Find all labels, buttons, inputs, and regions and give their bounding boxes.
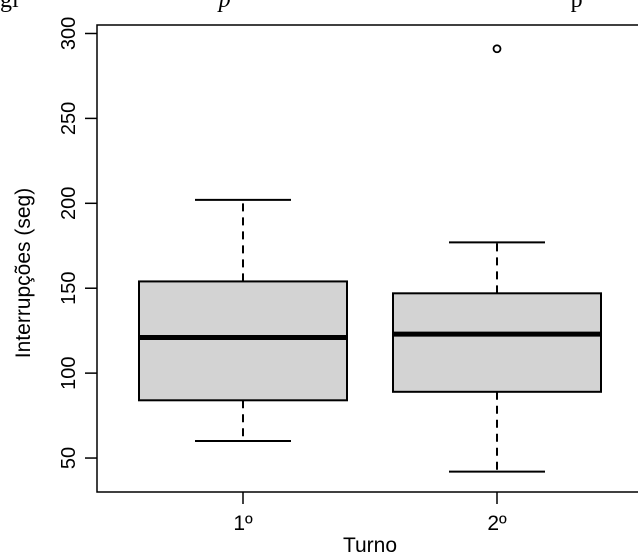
caption-fragment-part2: p (218, 0, 231, 13)
y-tick-label: 250 (58, 102, 80, 135)
caption-fragment-part1: gi (0, 0, 19, 13)
outlier-point (492, 44, 502, 54)
y-axis-label: Interrupções (seg) (12, 188, 35, 358)
plot-axes: 50 100 150 200 250 300 1º 2º (58, 17, 638, 535)
y-tick-label: 50 (58, 447, 80, 469)
plot-frame (96, 24, 638, 493)
x-tick-label: 1º (233, 512, 253, 535)
box-2 (392, 44, 602, 473)
iqr-box (392, 292, 602, 393)
y-tick-label: 100 (58, 356, 80, 389)
x-axis-label: Turno (343, 534, 397, 556)
y-tick-label: 300 (58, 17, 80, 50)
caption-fragment: gi p p (0, 0, 638, 17)
caption-fragment-part3: p (570, 0, 583, 13)
iqr-box (138, 280, 348, 402)
y-tick-label: 150 (58, 272, 80, 305)
y-tick-label: 200 (58, 187, 80, 220)
box-1 (138, 198, 348, 443)
x-tick-label: 2º (487, 512, 507, 535)
boxplot-boxes (138, 44, 602, 473)
